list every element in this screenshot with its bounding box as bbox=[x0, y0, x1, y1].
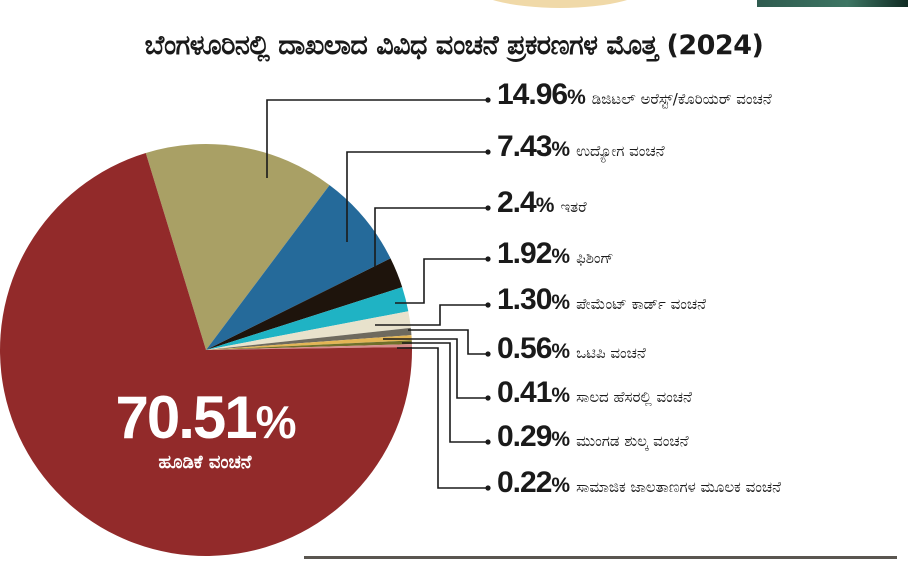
legend-value: 0.56 bbox=[497, 332, 552, 365]
leader-line bbox=[375, 304, 488, 326]
legend-item: 1.92% ಫಿಶಿಂಗ್ bbox=[497, 237, 614, 273]
legend-value: 0.22 bbox=[497, 466, 552, 499]
legend-label: ಸಾಮಾಜಿಕ ಜಾಲತಾಣಗಳ ಮೂಲಕ ವಂಚನೆ bbox=[576, 478, 782, 496]
leader-line bbox=[395, 258, 488, 304]
legend-value: 7.43 bbox=[497, 130, 552, 163]
leader-line bbox=[397, 347, 488, 489]
main-slice-value-number: 70.51 bbox=[115, 384, 257, 451]
legend-item: 7.43% ಉದ್ಯೋಗ ವಂಚನೆ bbox=[497, 130, 665, 166]
pie-slice bbox=[206, 311, 411, 350]
legend-item: 2.4% ಇತರೆ bbox=[497, 186, 587, 222]
legend-value: 1.30 bbox=[497, 283, 552, 316]
leader-dot bbox=[485, 205, 491, 211]
leader-dot bbox=[485, 439, 491, 445]
legend-value: 14.96 bbox=[497, 78, 568, 111]
leader-dot bbox=[485, 485, 491, 491]
legend-value: 0.41 bbox=[497, 376, 552, 409]
leader-line bbox=[374, 207, 488, 268]
legend-label: ಇತರೆ bbox=[560, 198, 587, 216]
leader-dot bbox=[485, 395, 491, 401]
pie-slice bbox=[206, 258, 403, 350]
chart-title: ಬೆಂಗಳೂರಿನಲ್ಲಿ ದಾಖಲಾದ ವಿವಿಧ ವಂಚನೆ ಪ್ರಕರಣಗ… bbox=[144, 30, 764, 61]
legend-item: 0.29% ಮುಂಗಡ ಶುಲ್ಕ ವಂಚನೆ bbox=[497, 420, 689, 456]
leader-line bbox=[402, 342, 488, 443]
legend-item: 0.56% ಒಟಿಪಿ ವಂಚನೆ bbox=[497, 332, 646, 368]
main-slice-label: ಹೂಡಿಕೆ ವಂಚನೆ bbox=[158, 452, 252, 473]
legend-label: ಪೇಮೆಂಟ್ ಕಾರ್ಡ್ ವಂಚನೆ bbox=[576, 295, 707, 313]
leader-dot bbox=[485, 97, 491, 103]
main-slice-value: 70.51% bbox=[95, 383, 315, 452]
legend-value: 1.92 bbox=[497, 237, 552, 270]
legend-percent-sign: % bbox=[551, 138, 571, 161]
legend-item: 14.96% ಡಿಜಿಟಲ್ ಅರೆಸ್ಟ್/ಕೊರಿಯರ್ ವಂಚನೆ bbox=[497, 78, 772, 114]
legend-item: 0.22% ಸಾಮಾಜಿಕ ಜಾಲತಾಣಗಳ ಮೂಲಕ ವಂಚನೆ bbox=[497, 466, 781, 502]
legend-label: ಒಟಿಪಿ ವಂಚನೆ bbox=[576, 344, 646, 362]
legend-label: ಮುಂಗಡ ಶುಲ್ಕ ವಂಚನೆ bbox=[576, 432, 689, 450]
legend-percent-sign: % bbox=[551, 340, 571, 363]
pie-slice bbox=[206, 185, 391, 350]
legend-label: ಉದ್ಯೋಗ ವಂಚನೆ bbox=[576, 142, 665, 160]
bottom-divider bbox=[304, 556, 897, 559]
legend-percent-sign: % bbox=[551, 384, 571, 407]
legend-percent-sign: % bbox=[567, 86, 586, 109]
leader-dot bbox=[485, 149, 491, 155]
pie-slice bbox=[206, 327, 412, 350]
legend-percent-sign: % bbox=[551, 428, 571, 451]
legend-label: ಸಾಲದ ಹೆಸರಲ್ಲಿ ವಂಚನೆ bbox=[576, 388, 692, 406]
legend-value: 2.4 bbox=[497, 186, 537, 219]
legend-item: 1.30% ಪೇಮೆಂಟ್ ಕಾರ್ಡ್ ವಂಚನೆ bbox=[497, 283, 706, 319]
leader-line bbox=[383, 338, 488, 399]
main-slice-percent-sign: % bbox=[255, 396, 297, 448]
legend-percent-sign: % bbox=[551, 291, 571, 314]
legend-percent-sign: % bbox=[535, 194, 555, 217]
leader-line bbox=[346, 151, 488, 242]
leader-dot bbox=[485, 351, 491, 357]
decorative-top-photo-strip bbox=[757, 0, 908, 7]
legend-item: 0.41% ಸಾಲದ ಹೆಸರಲ್ಲಿ ವಂಚನೆ bbox=[497, 376, 692, 412]
legend-percent-sign: % bbox=[551, 245, 571, 268]
pie-slice bbox=[0, 153, 413, 556]
leader-line bbox=[408, 329, 488, 355]
pie-slice bbox=[206, 335, 412, 350]
pie-slice bbox=[206, 340, 412, 350]
legend-percent-sign: % bbox=[551, 474, 571, 497]
leader-dot bbox=[485, 256, 491, 262]
decorative-top-arc bbox=[470, 0, 650, 8]
pie-slice bbox=[145, 143, 330, 350]
leader-dot bbox=[485, 302, 491, 308]
legend-label: ಫಿಶಿಂಗ್ bbox=[576, 249, 614, 267]
leader-line bbox=[266, 99, 488, 178]
pie-slice bbox=[206, 287, 409, 350]
pie-slice bbox=[206, 344, 412, 350]
legend-value: 0.29 bbox=[497, 420, 552, 453]
legend-label: ಡಿಜಿಟಲ್ ಅರೆಸ್ಟ್/ಕೊರಿಯರ್ ವಂಚನೆ bbox=[591, 90, 772, 108]
